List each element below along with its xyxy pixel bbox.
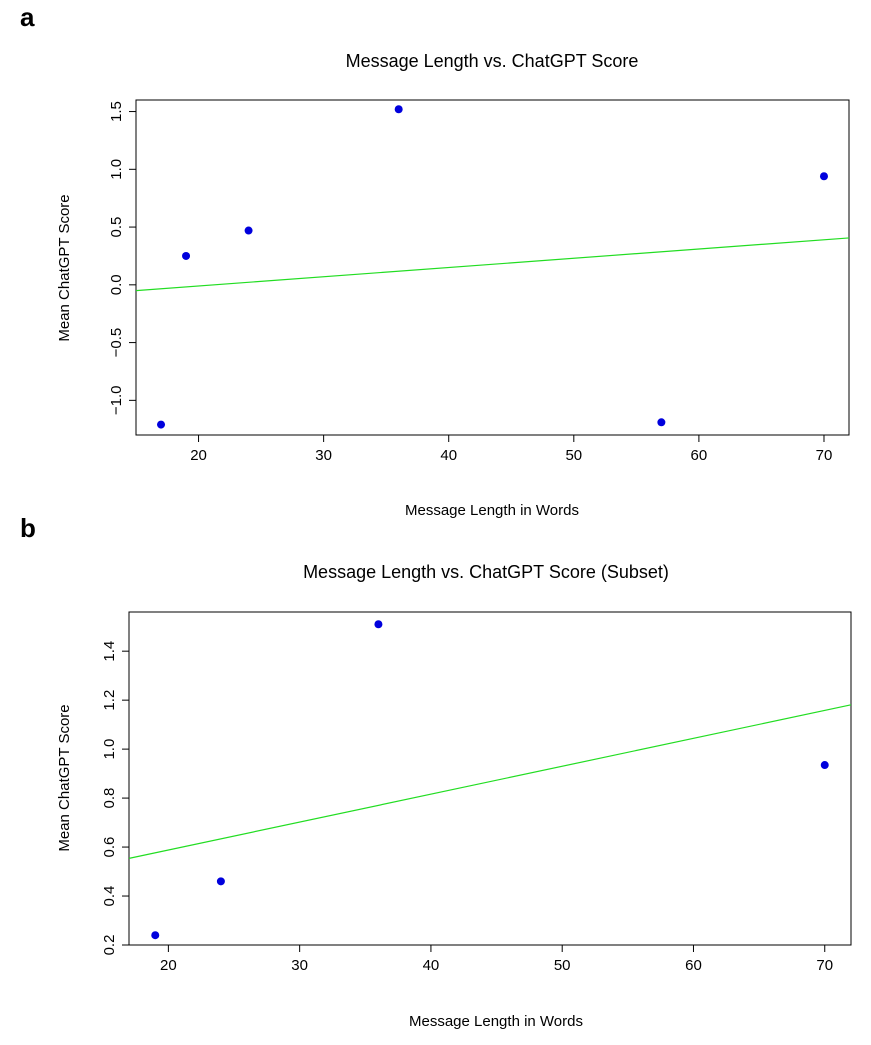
plot-frame-b (128, 611, 852, 946)
x-tick-label-a: 50 (565, 447, 582, 464)
data-point-a (819, 172, 828, 181)
y-tick-label-b: 1.0 (101, 739, 118, 760)
x-tick-label-a: 20 (190, 447, 207, 464)
panel-a: a Message Length vs. ChatGPT Score Messa… (20, 2, 850, 519)
data-point-b (216, 877, 225, 886)
data-point-b (374, 620, 383, 629)
x-tick-label-b: 40 (423, 957, 440, 974)
x-tick-label-b: 60 (685, 957, 702, 974)
marks-a: 20 30 40 50 60 70 −1.0 −0.5 0.0 0.5 1.0 1.5 (108, 101, 850, 464)
marks-b: 20 30 40 50 60 70 0.2 0.4 0.6 0.8 1.0 1.2 1.4 (101, 620, 852, 974)
y-tick-label-a: 1.5 (108, 101, 125, 122)
y-tick-label-b: 0.4 (101, 886, 118, 907)
panel-letter-b: b (20, 513, 36, 543)
data-point-a (394, 105, 403, 114)
plot-frame-a (135, 99, 850, 436)
y-tick-label-a: 0.0 (108, 274, 125, 295)
regression-line-a (135, 237, 850, 292)
data-point-a (182, 251, 191, 260)
y-tick-label-a: −1.0 (108, 386, 125, 416)
regression-line-b (128, 704, 852, 859)
chart-title-b: Message Length vs. ChatGPT Score (Subset… (303, 562, 669, 582)
panel-letter-a: a (20, 2, 35, 32)
data-point-b (151, 931, 160, 940)
y-tick-label-b: 0.8 (101, 788, 118, 809)
data-point-a (657, 418, 666, 427)
chart-title-a: Message Length vs. ChatGPT Score (346, 51, 639, 71)
data-point-a (244, 226, 253, 235)
y-tick-label-a: 1.0 (108, 159, 125, 180)
x-tick-label-a: 30 (315, 447, 332, 464)
y-tick-label-b: 0.6 (101, 837, 118, 858)
data-point-b (820, 761, 829, 770)
y-tick-label-a: 0.5 (108, 217, 125, 238)
y-tick-label-b: 0.2 (101, 935, 118, 956)
x-tick-label-a: 40 (440, 447, 457, 464)
x-tick-label-b: 30 (291, 957, 308, 974)
x-axis-label-b: Message Length in Words (409, 1013, 583, 1030)
panel-b: b Message Length vs. ChatGPT Score (Subs… (20, 513, 852, 1030)
x-tick-label-b: 50 (554, 957, 571, 974)
x-axis-label-a: Message Length in Words (405, 502, 579, 519)
y-tick-label-b: 1.2 (101, 690, 118, 711)
y-axis-label-a: Mean ChatGPT Score (56, 194, 73, 341)
x-tick-label-b: 70 (816, 957, 833, 974)
x-tick-label-b: 20 (160, 957, 177, 974)
x-tick-label-a: 70 (816, 447, 833, 464)
x-tick-label-a: 60 (691, 447, 708, 464)
y-tick-label-b: 1.4 (101, 641, 118, 662)
data-point-a (157, 420, 166, 429)
y-axis-label-b: Mean ChatGPT Score (56, 704, 73, 851)
y-tick-label-a: −0.5 (108, 328, 125, 358)
